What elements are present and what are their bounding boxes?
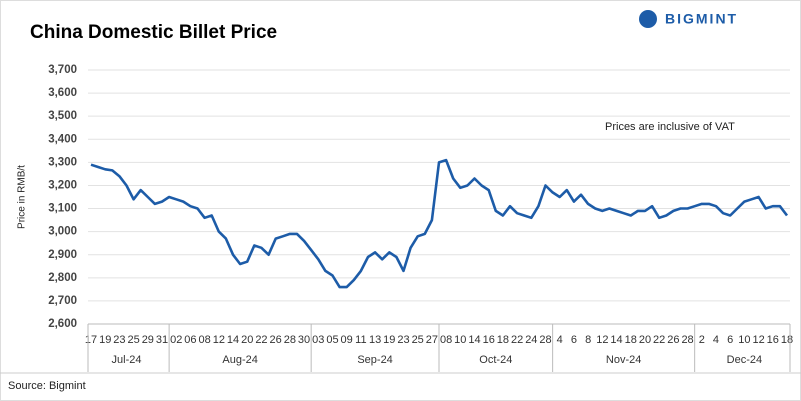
x-tick-label: 11 [355,334,366,346]
x-tick-label: 05 [326,334,338,346]
x-tick-label: 4 [713,334,719,346]
chart-title: China Domestic Billet Price [30,22,277,43]
month-label: Dec-24 [727,354,762,366]
x-tick-label: 13 [369,334,381,346]
x-tick-label: 6 [727,334,733,346]
x-tick-label: 26 [667,334,679,346]
x-tick-label: 26 [270,334,282,346]
x-tick-label: 18 [497,334,509,346]
brand: BIGMINT [665,11,738,27]
x-tick-label: 14 [227,334,239,346]
x-tick-label: 2 [699,334,705,346]
annotation: Prices are inclusive of VAT [605,121,735,133]
x-tick-label: 20 [241,334,253,346]
y-tick-label: 2,700 [48,295,77,307]
x-tick-label: 28 [681,334,693,346]
x-tick-label: 22 [511,334,523,346]
x-tick-label: 08 [440,334,452,346]
x-tick-label: 25 [412,334,424,346]
x-tick-label: 23 [397,334,409,346]
logo-icon [639,10,657,28]
month-label: Sep-24 [357,354,392,366]
x-tick-label: 03 [312,334,324,346]
x-tick-label: 06 [184,334,196,346]
y-tick-label: 3,400 [48,133,77,145]
x-tick-label: 30 [298,334,310,346]
x-tick-label: 14 [610,334,622,346]
y-axis-label: Price in RMB/t [17,165,28,229]
x-tick-label: 18 [781,334,793,346]
x-tick-label: 12 [596,334,608,346]
y-tick-label: 3,100 [48,203,77,215]
y-tick-label: 2,600 [48,318,77,330]
x-tick-label: 14 [468,334,480,346]
x-tick-label: 6 [571,334,577,346]
month-label: Oct-24 [479,354,512,366]
x-tick-label: 4 [557,334,563,346]
y-tick-label: 3,600 [48,87,77,99]
month-label: Nov-24 [606,354,641,366]
x-tick-label: 18 [625,334,637,346]
x-tick-label: 27 [426,334,438,346]
y-tick-label: 3,200 [48,179,77,191]
y-tick-label: 2,800 [48,272,77,284]
month-label: Aug-24 [222,354,257,366]
x-tick-label: 29 [142,334,154,346]
source: Source: Bigmint [8,380,86,392]
x-tick-label: 24 [525,334,537,346]
y-tick-label: 2,900 [48,249,77,261]
month-label: Jul-24 [112,354,142,366]
x-tick-label: 10 [738,334,750,346]
line-series [90,158,789,289]
x-tick-label: 23 [113,334,125,346]
x-tick-label: 12 [213,334,225,346]
x-tick-label: 22 [255,334,267,346]
x-tick-label: 22 [653,334,665,346]
x-tick-label: 28 [539,334,551,346]
x-tick-label: 09 [341,334,353,346]
y-tick-label: 3,500 [48,110,77,122]
x-tick-label: 08 [199,334,211,346]
x-tick-label: 31 [156,334,168,346]
y-tick-label: 3,000 [48,226,77,238]
y-tick-label: 3,300 [48,156,77,168]
x-tick-label: 19 [383,334,395,346]
y-tick-label: 3,700 [48,64,77,76]
logo: BIGMINT [639,10,738,28]
x-tick-label: 8 [585,334,591,346]
x-tick-label: 12 [752,334,764,346]
x-tick-label: 28 [284,334,296,346]
x-tick-label: 17 [85,334,97,346]
x-tick-label: 16 [767,334,779,346]
x-tick-label: 16 [483,334,495,346]
x-tick-label: 02 [170,334,182,346]
x-tick-label: 25 [127,334,139,346]
x-tick-label: 20 [639,334,651,346]
x-tick-label: 10 [454,334,466,346]
x-tick-label: 19 [99,334,111,346]
